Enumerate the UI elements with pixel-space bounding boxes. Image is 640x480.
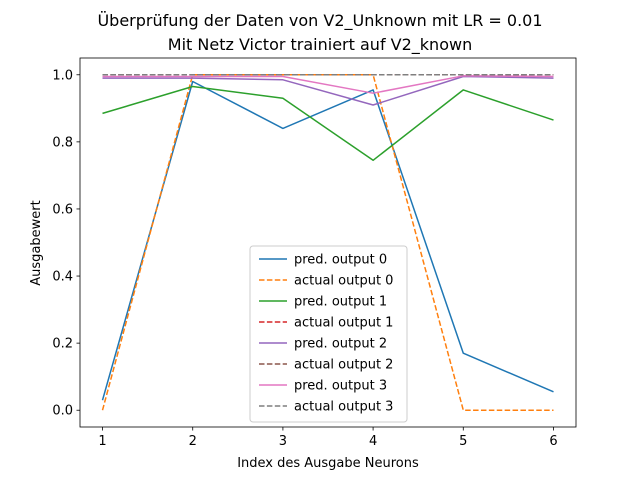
y-tick-label: 0.4 <box>52 270 73 285</box>
y-tick-label: 0.8 <box>52 135 73 150</box>
x-tick-label: 6 <box>549 434 557 449</box>
y-tick-label: 0.6 <box>52 202 73 217</box>
x-tick-label: 3 <box>279 434 287 449</box>
series-line-6 <box>102 75 554 94</box>
legend-box <box>249 245 408 423</box>
series-line-2 <box>102 85 554 162</box>
chart-title: Überprüfung der Daten von V2_Unknown mit… <box>97 11 542 31</box>
y-axis-label: Ausgabewert <box>29 200 44 285</box>
y-tick-label: 1.0 <box>52 68 73 83</box>
plot-area <box>101 74 554 411</box>
legend-label-2: pred. output 1 <box>294 295 387 310</box>
axes-frame <box>79 57 577 428</box>
legend-label-1: actual output 0 <box>294 274 393 289</box>
legend-label-3: actual output 1 <box>294 316 393 331</box>
x-axis-label: Index des Ausgabe Neurons <box>237 456 419 471</box>
legend-label-7: actual output 3 <box>294 400 393 415</box>
series-line-4 <box>102 75 554 106</box>
y-tick-label: 0.0 <box>52 404 73 419</box>
legend: pred. output 0 actual output 0 pred. outpu… <box>249 245 408 423</box>
legend-label-6: pred. output 3 <box>294 379 387 394</box>
x-tick-label: 2 <box>189 434 197 449</box>
series-line-0 <box>101 80 554 401</box>
x-tick-label: 5 <box>459 434 467 449</box>
x-tick-label: 1 <box>98 434 106 449</box>
x-tick-label: 4 <box>369 434 377 449</box>
legend-label-0: pred. output 0 <box>294 253 387 268</box>
y-tick-label: 0.2 <box>52 337 73 352</box>
legend-label-4: pred. output 2 <box>294 337 387 352</box>
legend-label-5: actual output 2 <box>294 358 393 373</box>
chart-subtitle: Mit Netz Victor trainiert auf V2_known <box>168 35 472 55</box>
axes: 1 2 3 4 5 6 0.0 0.2 0.4 0.6 0.8 1.0 <box>52 57 577 449</box>
